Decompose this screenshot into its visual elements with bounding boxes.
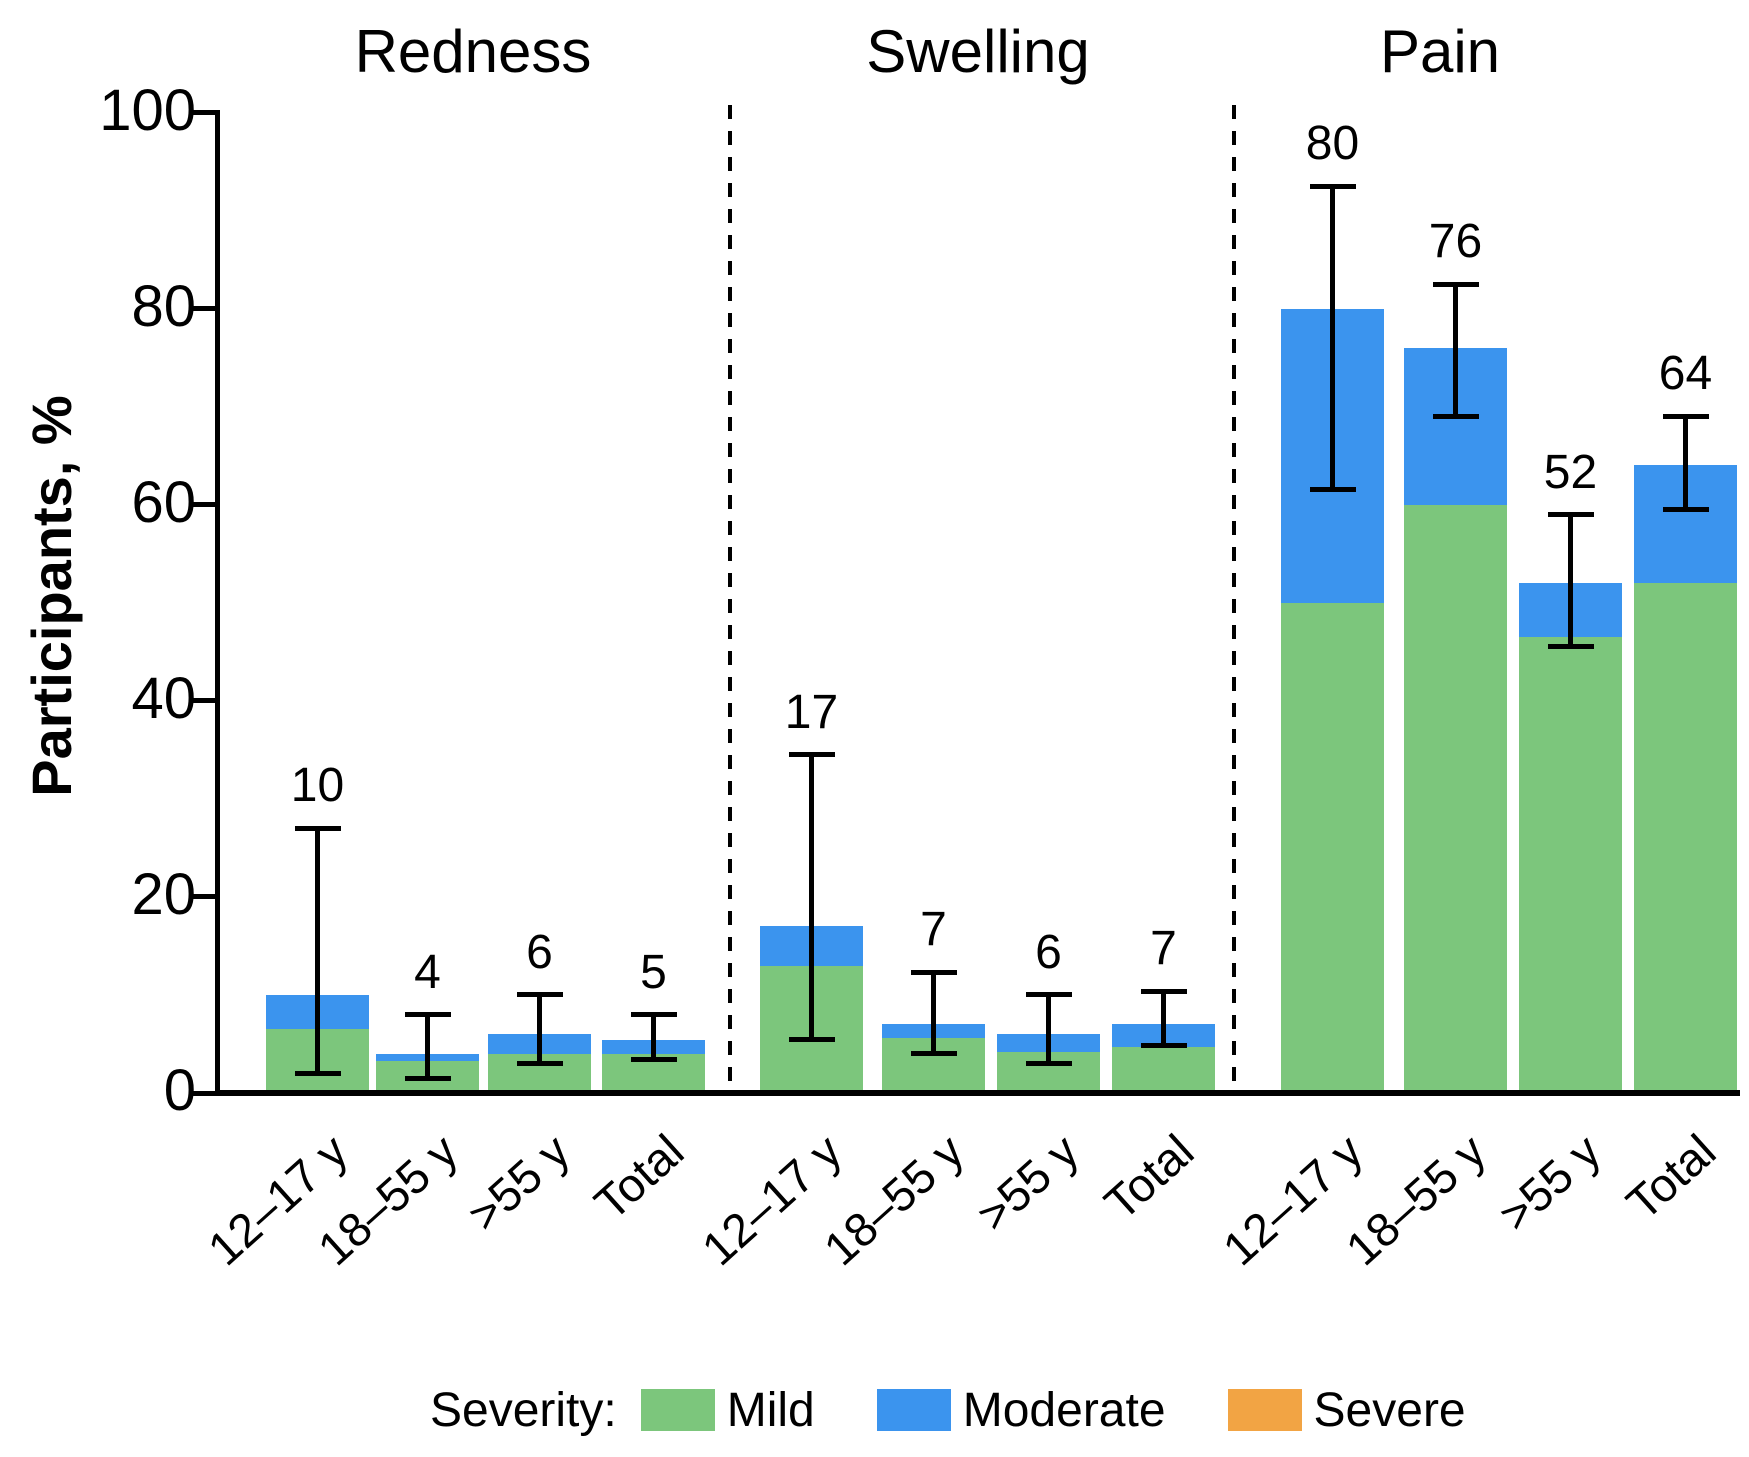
error-bar-swelling-55-y [1046,994,1051,1064]
value-label-swelling-55-y: 6 [1035,925,1062,979]
value-label-swelling-12-17-y: 17 [784,685,839,739]
error-bar-swelling-12-17-y-bottom-cap [788,1036,835,1042]
error-bar-pain-total-top-cap [1662,413,1709,419]
error-bar-pain-total [1683,416,1688,510]
error-bar-redness-55-y [537,994,542,1064]
y-tick-mark-40 [189,698,216,704]
error-bar-pain-12-17-y-bottom-cap [1309,487,1356,493]
bar-pain-12-17-y-mild-segment [1281,602,1384,1093]
error-bar-pain-18-55-y-bottom-cap [1432,413,1479,419]
y-tick-label-20: 20 [131,861,196,927]
error-bar-swelling-total [1161,991,1166,1046]
error-bar-pain-18-55-y [1453,284,1458,417]
error-bar-swelling-18-55-y-bottom-cap [910,1051,957,1057]
error-bar-pain-18-55-y-top-cap [1432,281,1479,287]
error-bar-redness-55-y-bottom-cap [516,1061,563,1067]
value-label-redness-12-17-y: 10 [290,759,345,813]
error-bar-redness-18-55-y-bottom-cap [404,1075,451,1081]
legend-swatch-severe [1227,1389,1302,1431]
legend-title: Severity: [430,1383,617,1437]
error-bar-redness-total [651,1014,656,1060]
y-tick-label-40: 40 [131,665,196,731]
error-bar-swelling-18-55-y [931,972,936,1054]
y-tick-mark-20 [189,894,216,900]
panel-title-pain: Pain [1379,18,1501,85]
legend-label-severe: Severe [1313,1383,1466,1437]
error-bar-redness-55-y-top-cap [516,992,563,998]
legend-item-moderate: Moderate [876,1383,1166,1438]
y-tick-mark-80 [189,306,216,312]
panel-title-redness: Redness [354,18,592,85]
value-label-swelling-total: 7 [1150,922,1177,976]
error-bar-swelling-12-17-y-top-cap [788,752,835,758]
y-tick-mark-100 [189,110,216,115]
legend-item-severe: Severe [1227,1383,1466,1438]
value-label-redness-55-y: 6 [526,925,553,979]
error-bar-pain-total-bottom-cap [1662,507,1709,513]
legend-swatch-mild [640,1389,715,1431]
legend-label-mild: Mild [726,1383,815,1437]
value-label-pain-12-17-y: 80 [1305,117,1360,171]
y-tick-label-0: 0 [163,1058,196,1123]
error-bar-redness-18-55-y-top-cap [404,1012,451,1018]
error-bar-pain-55-y-top-cap [1547,512,1594,517]
error-bar-redness-12-17-y-bottom-cap [294,1070,341,1076]
panel-title-swelling: Swelling [866,18,1090,85]
error-bar-swelling-18-55-y-top-cap [910,969,957,975]
bar-swelling-total-mild-segment [1112,1046,1215,1093]
error-bar-swelling-55-y-bottom-cap [1025,1061,1072,1067]
value-label-pain-total: 64 [1658,347,1713,401]
value-label-pain-18-55-y: 76 [1428,215,1483,269]
error-bar-redness-12-17-y [315,828,320,1074]
error-bar-pain-12-17-y-top-cap [1309,183,1356,189]
y-tick-label-80: 80 [131,273,196,339]
error-bar-swelling-total-bottom-cap [1140,1043,1187,1049]
x-axis-line [215,1090,1740,1096]
value-label-pain-55-y: 52 [1543,445,1598,499]
error-bar-redness-18-55-y [425,1014,430,1079]
error-bar-pain-55-y [1568,514,1573,647]
y-axis-line [215,110,220,1093]
legend: Severity: Mild Moderate Severe [430,1383,1528,1438]
panel-divider-1 [728,105,732,1093]
error-bar-swelling-12-17-y [809,754,814,1040]
error-bar-pain-12-17-y [1330,186,1335,490]
bar-pain-55-y-mild-segment [1519,637,1622,1093]
error-bar-pain-55-y-bottom-cap [1547,644,1594,650]
legend-item-mild: Mild [640,1383,815,1438]
value-label-swelling-18-55-y: 7 [920,903,947,957]
error-bar-redness-12-17-y-top-cap [294,825,341,831]
y-tick-label-60: 60 [131,469,196,535]
error-bar-redness-total-top-cap [630,1012,677,1018]
bar-pain-18-55-y-mild-segment [1404,504,1507,1093]
error-bar-redness-total-bottom-cap [630,1057,677,1063]
panel-divider-2 [1232,105,1236,1093]
value-label-redness-total: 5 [640,945,667,999]
error-bar-swelling-total-top-cap [1140,988,1187,994]
value-label-redness-18-55-y: 4 [414,945,441,999]
legend-swatch-moderate [876,1389,951,1431]
y-tick-mark-60 [189,502,216,508]
y-tick-label-100: 100 [99,77,196,143]
legend-label-moderate: Moderate [962,1383,1166,1437]
bar-pain-total-mild-segment [1634,583,1737,1093]
y-tick-mark-0 [189,1090,216,1096]
error-bar-swelling-55-y-top-cap [1025,992,1072,998]
